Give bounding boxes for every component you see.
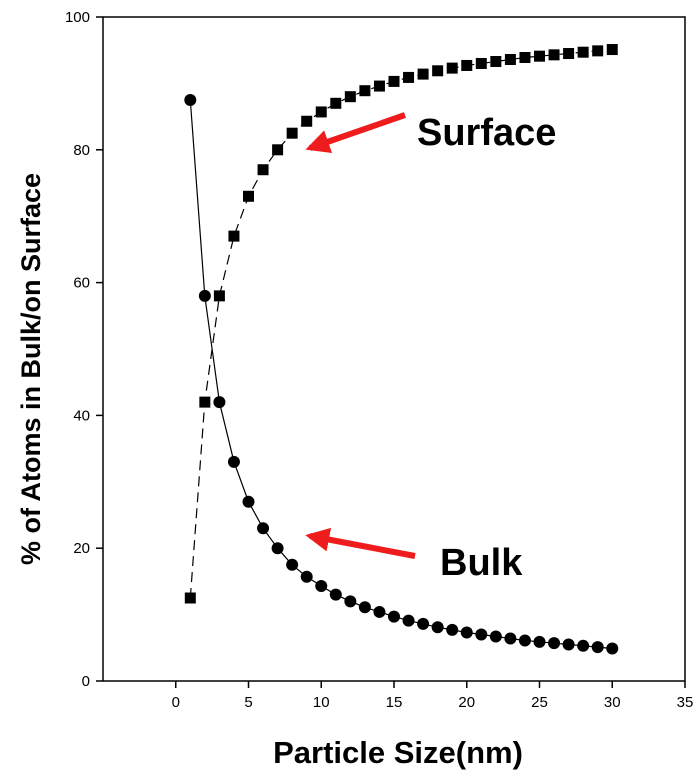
x-tick-label: 20 (458, 694, 475, 711)
bulk-data-point (402, 614, 415, 627)
bulk-data-point (257, 522, 270, 535)
bulk-data-point (315, 580, 328, 593)
bulk-data-point (373, 605, 386, 618)
surface-data-point (417, 68, 429, 80)
surface-arrow (305, 112, 406, 154)
surface-data-point (272, 144, 284, 156)
surface-data-point (403, 71, 415, 83)
bulk-series (184, 94, 619, 655)
x-axis-ticks: 0 5 10 15 20 25 30 35 (172, 681, 694, 711)
bulk-data-point (431, 621, 444, 634)
bulk-data-point (417, 617, 430, 630)
surface-data-point (359, 85, 371, 97)
bulk-data-point (227, 455, 240, 468)
surface-data-point (504, 53, 516, 65)
x-tick-label: 25 (531, 694, 548, 711)
surface-data-point (519, 52, 531, 64)
y-tick-label: 40 (73, 407, 90, 424)
surface-data-point (301, 115, 313, 127)
bulk-data-point (533, 635, 546, 648)
surface-data-point (243, 190, 254, 202)
bulk-data-point (460, 626, 473, 639)
x-tick-label: 35 (677, 694, 694, 711)
bulk-data-point (577, 639, 590, 652)
bulk-data-point (548, 637, 561, 650)
surface-data-point (184, 592, 196, 604)
surface-annotation: Surface (305, 112, 556, 154)
bulk-annotation-label: Bulk (440, 542, 523, 584)
y-axis-title: % of Atoms in Bulk/on Surface (16, 173, 46, 565)
surface-data-point (330, 97, 342, 109)
bulk-arrow (305, 527, 416, 559)
bulk-data-point (388, 610, 400, 623)
surface-data-point (548, 49, 560, 61)
surface-data-point (432, 65, 444, 77)
x-tick-label: 10 (313, 694, 330, 711)
bulk-data-point (591, 641, 604, 654)
y-tick-label: 80 (73, 142, 90, 159)
bulk-data-point (271, 542, 284, 555)
bulk-data-point (286, 558, 299, 571)
surface-data-point (373, 80, 385, 92)
y-tick-label: 60 (73, 275, 90, 292)
surface-data-point (461, 59, 473, 71)
y-tick-label: 100 (65, 9, 90, 26)
bulk-data-point (489, 630, 502, 643)
bulk-data-point (518, 634, 531, 647)
bulk-data-point (344, 595, 357, 608)
series-layer (184, 44, 619, 655)
bulk-data-point (606, 642, 619, 655)
surface-data-point (344, 91, 356, 103)
bulk-series-line (189, 99, 613, 650)
y-axis-ticks: 0 20 40 60 80 100 (65, 9, 103, 690)
surface-data-point (563, 48, 575, 60)
x-tick-label: 0 (172, 694, 180, 711)
surface-series (184, 44, 618, 604)
surface-data-point (213, 290, 225, 302)
surface-data-point (446, 62, 458, 74)
bulk-data-point (446, 623, 459, 636)
bulk-data-point (475, 628, 488, 641)
surface-data-point (592, 45, 604, 57)
surface-data-point (577, 46, 589, 58)
bulk-data-point (300, 570, 313, 583)
y-tick-label: 20 (73, 540, 90, 557)
x-axis-title: Particle Size(nm) (273, 735, 523, 770)
surface-data-point (490, 55, 502, 67)
bulk-data-point (562, 638, 575, 651)
y-tick-label: 0 (82, 673, 90, 690)
bulk-annotation: Bulk (305, 527, 523, 584)
surface-data-point (606, 44, 618, 56)
surface-data-point (257, 164, 269, 176)
surface-data-point (534, 50, 545, 62)
x-tick-label: 30 (604, 694, 621, 711)
surface-data-point (228, 230, 240, 242)
bulk-data-point (358, 601, 371, 614)
surface-data-point (199, 396, 211, 408)
x-tick-label: 15 (386, 694, 403, 711)
surface-data-point (286, 127, 298, 139)
bulk-data-point (213, 396, 226, 409)
surface-data-point (475, 57, 487, 69)
bulk-data-point (242, 495, 255, 508)
bulk-data-point (504, 632, 517, 645)
bulk-data-point (329, 588, 342, 601)
surface-annotation-label: Surface (417, 112, 556, 154)
surface-data-point (315, 106, 327, 118)
x-tick-label: 5 (244, 694, 252, 711)
bulk-data-point (184, 94, 197, 106)
surface-data-point (388, 75, 400, 87)
bulk-data-point (198, 289, 211, 302)
